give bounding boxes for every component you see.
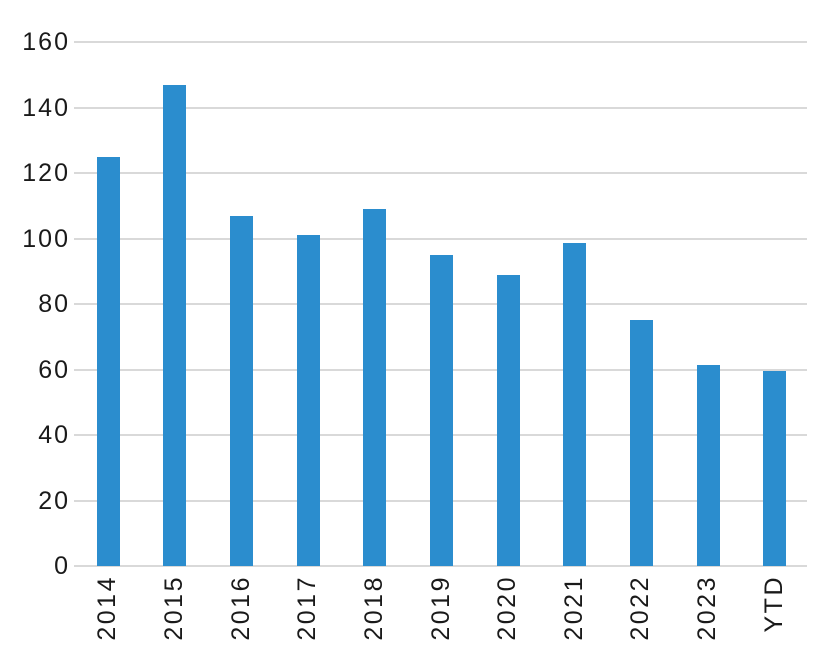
y-tick-label: 0 [54,552,70,580]
y-tick-label: 140 [22,93,70,122]
x-tick-label: 2022 [626,575,655,641]
y-tick-label: 120 [22,159,70,187]
bar-2018 [363,209,387,566]
x-tick-label: 2016 [226,575,255,641]
bar-2021 [563,243,587,566]
bar-YTD [763,371,787,566]
bar-2020 [496,274,520,566]
plot-area [74,41,807,567]
bar-2017 [296,235,320,566]
bars-layer [74,42,807,566]
x-tick-label: 2017 [293,575,322,641]
bar-2015 [163,84,187,566]
gridline [74,565,807,567]
x-tick-label: YTD [759,575,788,633]
x-tick-label: 2020 [493,575,522,641]
bar-2023 [696,364,720,566]
bar-2022 [629,320,653,566]
y-tick-label: 40 [38,421,70,449]
gridline [74,237,807,240]
gridline [74,172,807,174]
bar-2016 [230,215,254,566]
bar-2019 [430,254,453,566]
x-tick-label: 2015 [159,575,188,641]
y-tick-label: 160 [22,28,70,56]
gridline [74,106,807,109]
x-tick-label: 2023 [693,575,722,641]
y-tick-label: 20 [38,486,70,515]
gridline [74,41,807,43]
y-tick-label: 100 [22,224,70,253]
x-tick-label: 2018 [359,575,388,641]
bar-2014 [96,156,120,566]
y-tick-label: 80 [38,290,70,318]
x-tick-label: 2021 [559,575,588,641]
x-tick-label: 2014 [93,575,122,641]
x-tick-label: 2019 [426,575,455,641]
y-tick-label: 60 [38,355,70,384]
